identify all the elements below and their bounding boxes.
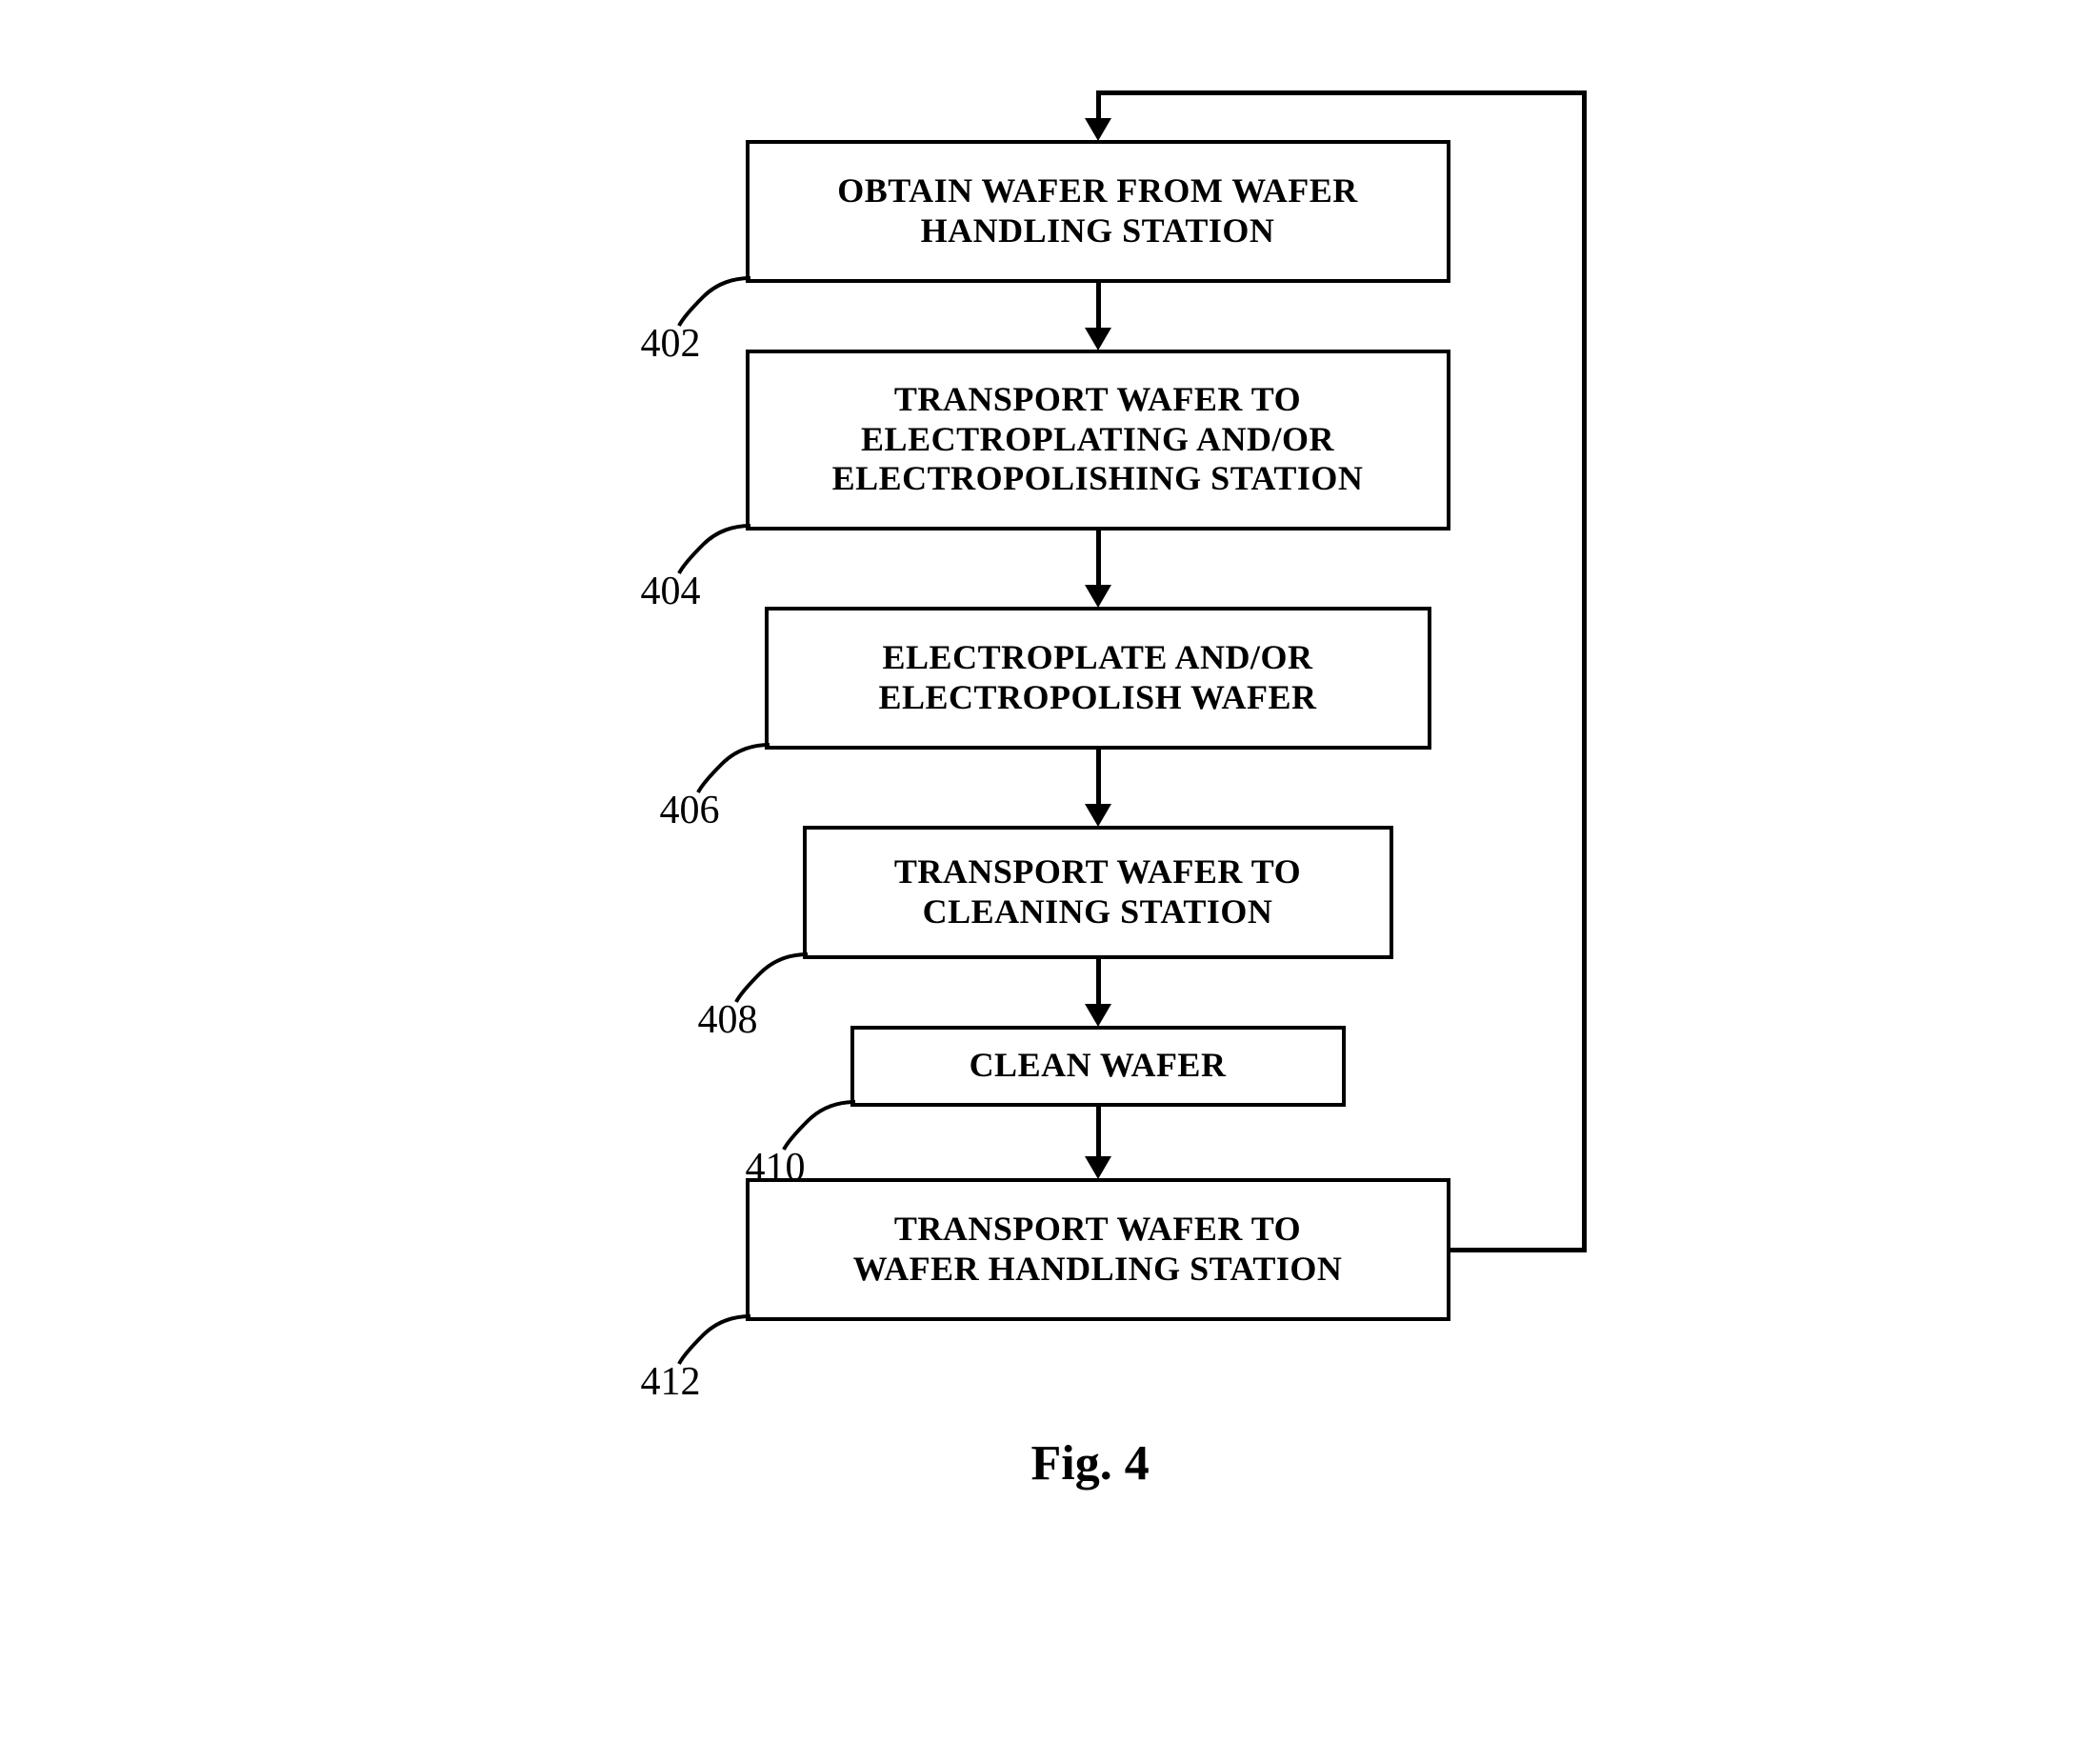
arrow-line — [1096, 1107, 1101, 1159]
box-text: TRANSPORT WAFER TOELECTROPLATING AND/ORE… — [832, 380, 1364, 498]
ref-text: 410 — [746, 1146, 806, 1190]
box-text: OBTAIN WAFER FROM WAFERHANDLING STATION — [837, 171, 1358, 250]
box-text: TRANSPORT WAFER TOWAFER HANDLING STATION — [853, 1210, 1343, 1289]
ref-label-410: 410 — [746, 1145, 806, 1191]
flowchart-diagram: OBTAIN WAFER FROM WAFERHANDLING STATION … — [479, 64, 1622, 1588]
box-text: TRANSPORT WAFER TOCLEANING STATION — [894, 852, 1301, 931]
arrow-line — [1096, 283, 1101, 330]
box-text: CLEAN WAFER — [970, 1046, 1227, 1085]
process-box-406: ELECTROPLATE AND/ORELECTROPOLISH WAFER — [765, 607, 1431, 750]
ref-text: 408 — [698, 998, 758, 1042]
feedback-line — [1582, 92, 1587, 1252]
ref-text: 412 — [641, 1360, 701, 1404]
ref-text: 402 — [641, 322, 701, 366]
ref-label-402: 402 — [641, 321, 701, 367]
arrow-line — [1096, 959, 1101, 1007]
arrowhead-icon — [1085, 328, 1111, 350]
ref-label-406: 406 — [660, 788, 720, 833]
figure-caption: Fig. 4 — [1031, 1435, 1150, 1492]
process-box-402: OBTAIN WAFER FROM WAFERHANDLING STATION — [746, 140, 1450, 283]
arrow-line — [1096, 531, 1101, 588]
arrowhead-icon — [1085, 585, 1111, 608]
box-text: ELECTROPLATE AND/ORELECTROPOLISH WAFER — [879, 638, 1317, 717]
caption-text: Fig. 4 — [1031, 1436, 1150, 1491]
ref-label-412: 412 — [641, 1359, 701, 1405]
arrowhead-icon — [1085, 118, 1111, 141]
arrowhead-icon — [1085, 1004, 1111, 1027]
ref-label-404: 404 — [641, 569, 701, 614]
ref-label-408: 408 — [698, 997, 758, 1043]
process-box-412: TRANSPORT WAFER TOWAFER HANDLING STATION — [746, 1178, 1450, 1321]
process-box-410: CLEAN WAFER — [850, 1026, 1346, 1107]
arrowhead-icon — [1085, 1156, 1111, 1179]
ref-text: 404 — [641, 570, 701, 613]
process-box-408: TRANSPORT WAFER TOCLEANING STATION — [803, 826, 1393, 959]
arrow-line — [1096, 750, 1101, 807]
ref-text: 406 — [660, 789, 720, 832]
arrowhead-icon — [1085, 804, 1111, 827]
feedback-line — [1098, 90, 1587, 95]
process-box-404: TRANSPORT WAFER TOELECTROPLATING AND/ORE… — [746, 350, 1450, 531]
feedback-line — [1450, 1248, 1587, 1252]
